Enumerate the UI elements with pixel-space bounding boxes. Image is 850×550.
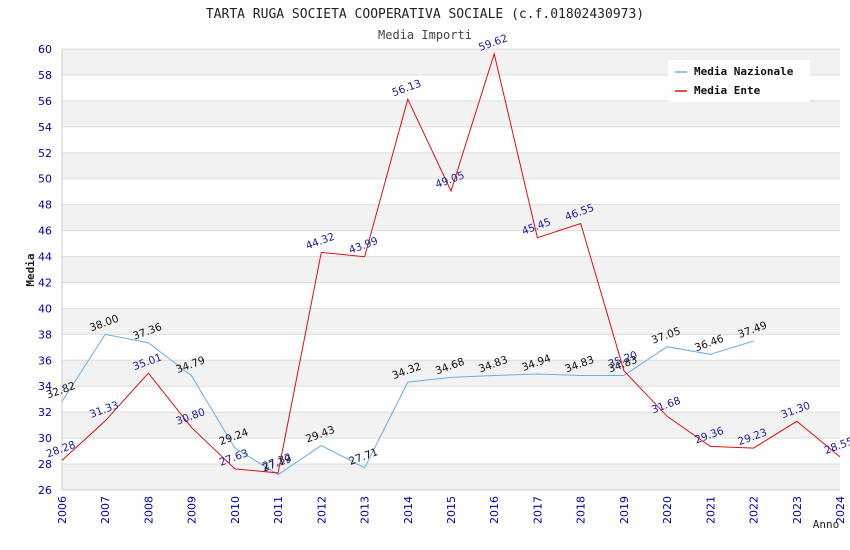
x-tick-label: 2008 — [142, 496, 155, 524]
series-line-media-nazionale — [61, 333, 754, 476]
x-tick-label: 2023 — [791, 496, 804, 524]
x-tick-label: 2011 — [272, 496, 285, 524]
grid-band — [62, 412, 840, 439]
grid-band — [62, 256, 840, 283]
y-tick-label: 48 — [38, 199, 52, 212]
x-tick-label: 2014 — [402, 496, 415, 524]
y-tick-label: 32 — [38, 406, 52, 419]
x-tick-label: 2015 — [445, 496, 458, 524]
y-tick-label: 54 — [38, 121, 52, 134]
y-axis-label: Media — [24, 253, 37, 286]
x-tick-label: 2010 — [229, 496, 242, 524]
x-tick-label: 2024 — [834, 496, 847, 524]
y-tick-label: 58 — [38, 69, 52, 82]
series-lines — [61, 52, 841, 476]
grid-band — [62, 100, 840, 127]
legend-box — [668, 60, 810, 102]
y-tick-label: 28 — [38, 458, 52, 471]
chart-title: TARTA RUGA SOCIETA COOPERATIVA SOCIALE (… — [206, 7, 644, 22]
grid-lines — [62, 48, 840, 491]
chart-subtitle: Media Importi — [378, 28, 472, 42]
grid-band — [62, 204, 840, 231]
data-label: 43.99 — [347, 235, 379, 257]
x-tick-label: 2020 — [661, 496, 674, 524]
grid-band — [62, 464, 840, 490]
y-tick-label: 34 — [38, 380, 52, 393]
y-tick-label: 44 — [38, 251, 52, 264]
legend-label-naz: Media Nazionale — [694, 65, 794, 78]
x-axis-label: Anno — [813, 518, 840, 531]
x-tick-label: 2013 — [359, 496, 372, 524]
x-tick-label: 2012 — [315, 496, 328, 524]
x-tick-label: 2018 — [575, 496, 588, 524]
x-tick-label: 2006 — [56, 496, 69, 524]
axes — [61, 49, 840, 491]
y-tick-label: 50 — [38, 173, 52, 186]
x-tick-label: 2009 — [186, 496, 199, 524]
y-tick-label: 56 — [38, 95, 52, 108]
x-tick-label: 2016 — [488, 496, 501, 524]
y-tick-label: 26 — [38, 484, 52, 497]
y-tick-label: 40 — [38, 302, 52, 315]
y-tick-label: 46 — [38, 225, 52, 238]
y-tick-label: 36 — [38, 354, 52, 367]
legend-label-ente: Media Ente — [694, 84, 761, 97]
grid-band — [62, 360, 840, 387]
x-tick-label: 2022 — [748, 496, 761, 524]
grid-bands — [62, 49, 840, 490]
x-tick-labels: 2006 2007 2008 2009 2010 2011 2012 2013 2014 2015… — [56, 496, 847, 524]
y-tick-label: 60 — [38, 43, 52, 56]
x-tick-label: 2007 — [99, 496, 112, 524]
grid-band — [62, 308, 840, 335]
x-tick-label: 2017 — [531, 496, 544, 524]
x-tick-label: 2021 — [704, 496, 717, 524]
y-tick-label: 52 — [38, 147, 52, 160]
legend: Media Nazionale Media Ente — [668, 60, 810, 102]
y-tick-label: 38 — [38, 328, 52, 341]
data-label: 44.32 — [304, 231, 336, 253]
x-tick-label: 2019 — [618, 496, 631, 524]
y-tick-labels: 26 28 30 32 34 36 38 40 42 44 46 48 50 52 54 56 58 60 — [38, 43, 52, 497]
series-line-media-ente — [61, 52, 841, 474]
grid-band — [62, 152, 840, 179]
y-tick-label: 42 — [38, 276, 52, 289]
y-tick-label: 30 — [38, 432, 52, 445]
data-label: 56.13 — [391, 78, 423, 100]
